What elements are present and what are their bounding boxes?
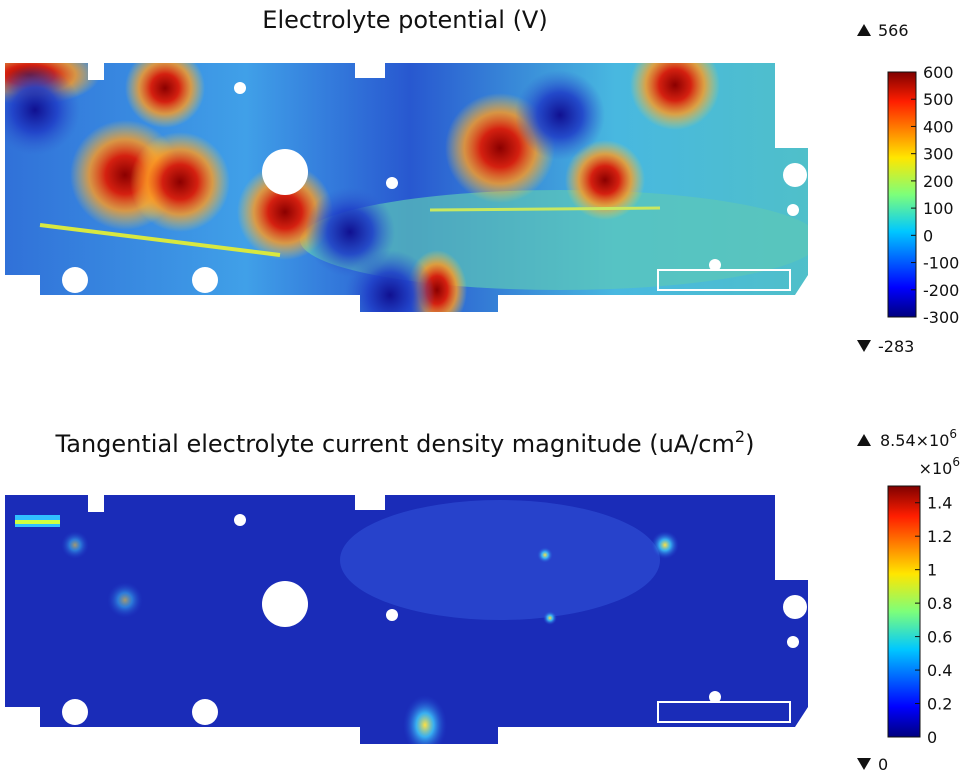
colorbar-tick-label: 1.4 — [927, 494, 952, 513]
colorbar-tick-label: 300 — [923, 145, 954, 164]
multiplier-text: ×10 — [919, 459, 953, 478]
colorbar — [887, 485, 921, 738]
colorbar-tick-label: 0 — [923, 226, 933, 245]
max-label-exponent: 6 — [949, 427, 957, 441]
colorbar — [887, 71, 917, 318]
colorbar-multiplier: ×106 — [919, 455, 960, 478]
colorbar-tick-label: 500 — [923, 90, 954, 109]
current-density-field — [5, 492, 808, 744]
max-arrow — [857, 24, 871, 36]
max-label: 8.54×106 — [880, 427, 957, 450]
colorbar-tick-label: 600 — [923, 63, 954, 82]
multiplier-exponent: 6 — [952, 455, 960, 469]
min-arrow — [857, 340, 871, 352]
colorbar-tick-label: 200 — [923, 172, 954, 191]
colorbar-tick-label: -300 — [923, 308, 959, 327]
colorbar-tick-label: 100 — [923, 199, 954, 218]
colorbar-tick-label: 1 — [927, 561, 937, 580]
colorbar-tick-label: 0 — [927, 728, 937, 747]
plot-title: Electrolyte potential (V) — [262, 6, 547, 34]
colorbar-tick-label: -100 — [923, 254, 959, 273]
max-label-text: 8.54×10 — [880, 431, 949, 450]
titles: Electrolyte potential (V) Tangential ele… — [55, 6, 755, 458]
min-label: -283 — [878, 337, 914, 356]
title-text: Tangential electrolyte current density m… — [55, 430, 735, 458]
colorbar-tick-label: 1.2 — [927, 527, 952, 546]
potential-field — [5, 60, 808, 312]
title-superscript: 2 — [735, 427, 745, 446]
max-label: 566 — [878, 21, 909, 40]
colorbar-tick-label: -200 — [923, 281, 959, 300]
colorbar-tick-label: 0.4 — [927, 661, 952, 680]
colorbar-tick-label: 0.8 — [927, 594, 952, 613]
colorbar-tick-label: 0.2 — [927, 695, 952, 714]
colorbar-tick-label: 0.6 — [927, 628, 952, 647]
min-arrow — [857, 758, 871, 770]
title-end: ) — [745, 430, 754, 458]
min-label: 0 — [878, 755, 888, 774]
colorbar-tick-label: 400 — [923, 117, 954, 136]
plot-title: Tangential electrolyte current density m… — [55, 427, 755, 458]
max-arrow — [857, 434, 871, 446]
extrema: 566 -283 8.54×106 0 ×106 — [857, 21, 960, 774]
